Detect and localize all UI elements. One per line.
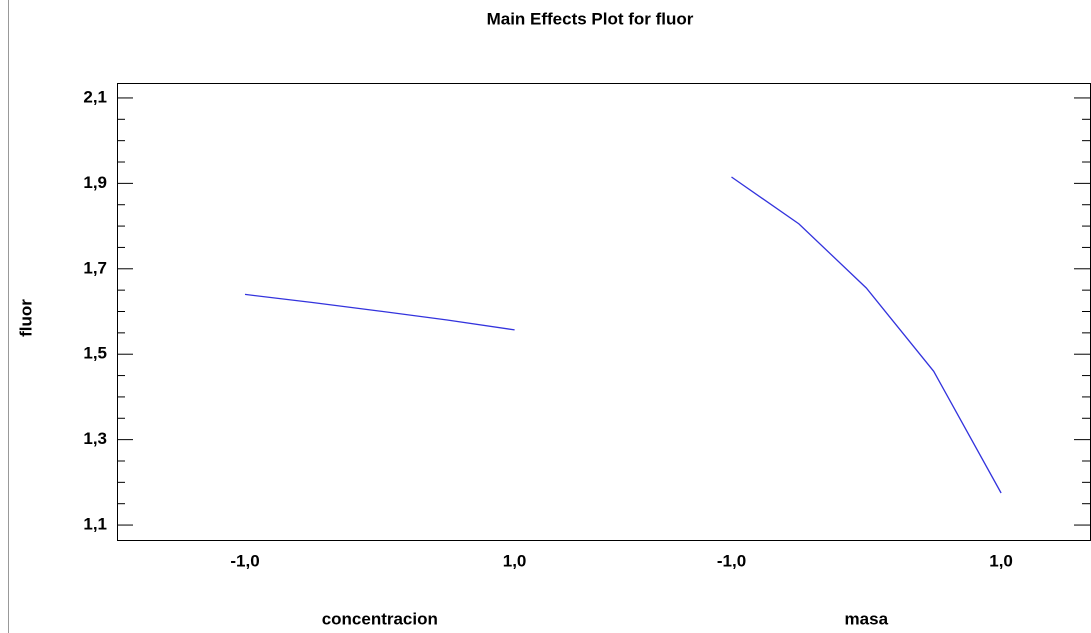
effect-line — [731, 176, 1002, 494]
y-tick-label: 1,7 — [83, 258, 107, 277]
effect-line — [244, 293, 515, 331]
x-axis-label: masa — [845, 609, 889, 628]
x-tick-label: 1,0 — [989, 551, 1013, 570]
chart-title: Main Effects Plot for fluor — [487, 9, 694, 28]
x-tick-label: -1,0 — [230, 551, 259, 570]
y-axis-label: fluor — [16, 299, 35, 337]
plot-frame — [117, 83, 1091, 541]
x-tick-label: -1,0 — [717, 551, 746, 570]
y-tick-label: 2,1 — [83, 87, 107, 106]
y-tick-label: 1,9 — [83, 173, 107, 192]
x-tick-label: 1,0 — [503, 551, 527, 570]
y-tick-label: 1,3 — [83, 429, 107, 448]
x-axis-label: concentracion — [322, 609, 438, 628]
y-tick-label: 1,1 — [83, 515, 107, 534]
y-tick-label: 1,5 — [83, 344, 107, 363]
